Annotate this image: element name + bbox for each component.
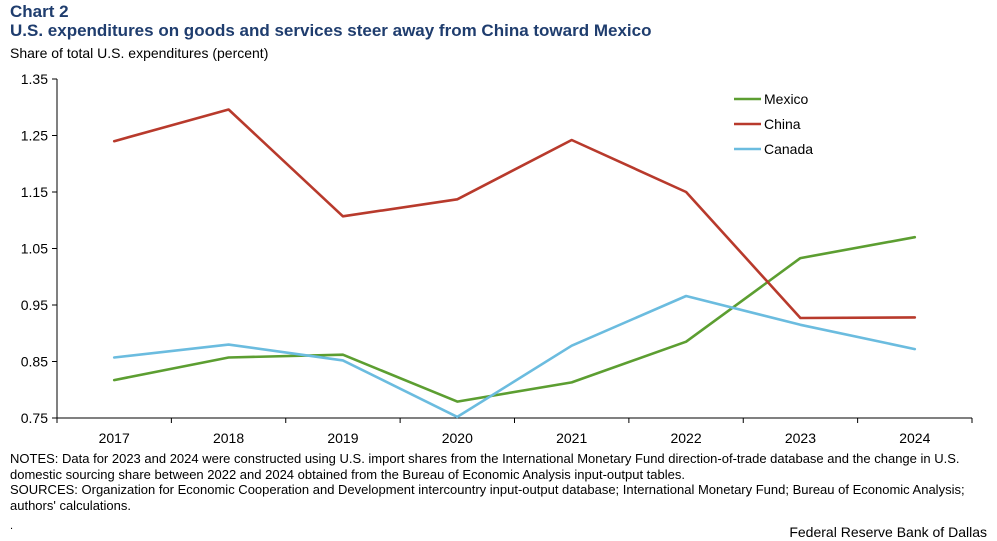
- chart-title: U.S. expenditures on goods and services …: [10, 21, 652, 40]
- notes-text: NOTES: Data for 2023 and 2024 were const…: [10, 451, 960, 482]
- line-chart: 0.75 0.85 0.95 1.05 1.15 1.25 1.35 2017 2018 2019…: [21, 71, 973, 446]
- y-tick-label: 1.15: [21, 184, 48, 200]
- y-tick-label: 0.75: [21, 410, 48, 426]
- y-axis-label: Share of total U.S. expenditures (percen…: [10, 45, 269, 61]
- series-line-mexico: [112, 235, 917, 403]
- chart-axes: 0.75 0.85 0.95 1.05 1.15 1.25 1.35 2017 2018 2019…: [21, 71, 973, 446]
- footer-dot: .: [10, 520, 14, 532]
- legend-label-mexico: Mexico: [764, 91, 809, 107]
- x-tick-label: 2023: [785, 430, 816, 446]
- chart-notes: NOTES: Data for 2023 and 2024 were const…: [10, 451, 988, 513]
- x-tick-label: 2020: [442, 430, 473, 446]
- x-tick-label: 2017: [99, 430, 130, 446]
- y-tick-label: 1.35: [21, 71, 48, 87]
- x-tick-label: 2021: [556, 430, 587, 446]
- source-credit: Federal Reserve Bank of Dallas: [789, 524, 987, 540]
- chart-series: [112, 108, 917, 419]
- series-line-china: [112, 108, 917, 320]
- x-tick-label: 2019: [327, 430, 358, 446]
- x-tick-label: 2018: [213, 430, 244, 446]
- y-tick-label: 1.25: [21, 128, 48, 144]
- legend-label-china: China: [764, 116, 801, 132]
- y-tick-label: 0.95: [21, 297, 48, 313]
- x-tick-label: 2024: [899, 430, 930, 446]
- y-tick-label: 1.05: [21, 241, 48, 257]
- chart-legend: Mexico China Canada: [734, 91, 813, 157]
- series-line-canada: [112, 294, 917, 419]
- legend-label-canada: Canada: [764, 141, 813, 157]
- x-tick-label: 2022: [670, 430, 701, 446]
- y-tick-label: 0.85: [21, 354, 48, 370]
- sources-text: SOURCES: Organization for Economic Coope…: [10, 482, 965, 513]
- chart-label: Chart 2: [10, 2, 69, 21]
